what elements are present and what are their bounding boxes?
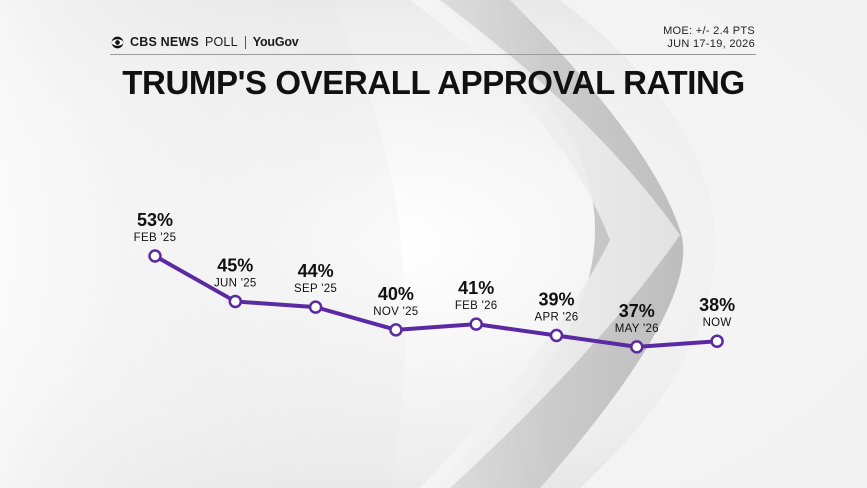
category-label: NOW (703, 317, 732, 329)
value-label: 41% (458, 278, 494, 298)
data-point (308, 300, 323, 314)
poll-meta: MOE: +/- 2.4 PTS JUN 17-19, 2026 (663, 25, 755, 51)
category-label: NOV '25 (373, 306, 418, 318)
data-point (389, 323, 403, 337)
brand-partner: YouGov (252, 35, 299, 49)
data-point (148, 249, 162, 263)
brand-divider (244, 35, 246, 49)
margin-of-error: MOE: +/- 2.4 PTS (663, 25, 755, 37)
value-label: 39% (538, 290, 574, 310)
data-point (710, 334, 724, 348)
value-label: 40% (378, 284, 414, 304)
data-point (469, 317, 483, 331)
category-label: APR '26 (535, 312, 579, 324)
brand-poll: POLL (204, 35, 238, 49)
value-label: 37% (619, 301, 655, 321)
brand-lockup: CBS NEWS POLL YouGov (111, 34, 299, 50)
value-label: 53% (137, 210, 173, 230)
cbs-eye-icon (111, 36, 124, 48)
category-label: MAY '26 (615, 323, 659, 335)
value-label: 45% (217, 255, 253, 275)
chart-title: TRUMP'S OVERALL APPROVAL RATING (122, 64, 745, 101)
data-point (630, 340, 644, 354)
value-label: 38% (699, 295, 735, 315)
data-point (228, 294, 243, 309)
category-label: SEP '25 (294, 283, 337, 295)
brand-cbs-news: CBS NEWS (130, 35, 199, 49)
poll-date: JUN 17-19, 2026 (667, 38, 755, 50)
data-point (549, 328, 564, 343)
value-label: 44% (298, 261, 334, 281)
header-divider (110, 54, 756, 55)
category-label: FEB '26 (455, 300, 498, 312)
approval-line (153, 254, 720, 349)
category-label: FEB '25 (134, 232, 177, 244)
category-label: JUN '25 (214, 277, 257, 289)
